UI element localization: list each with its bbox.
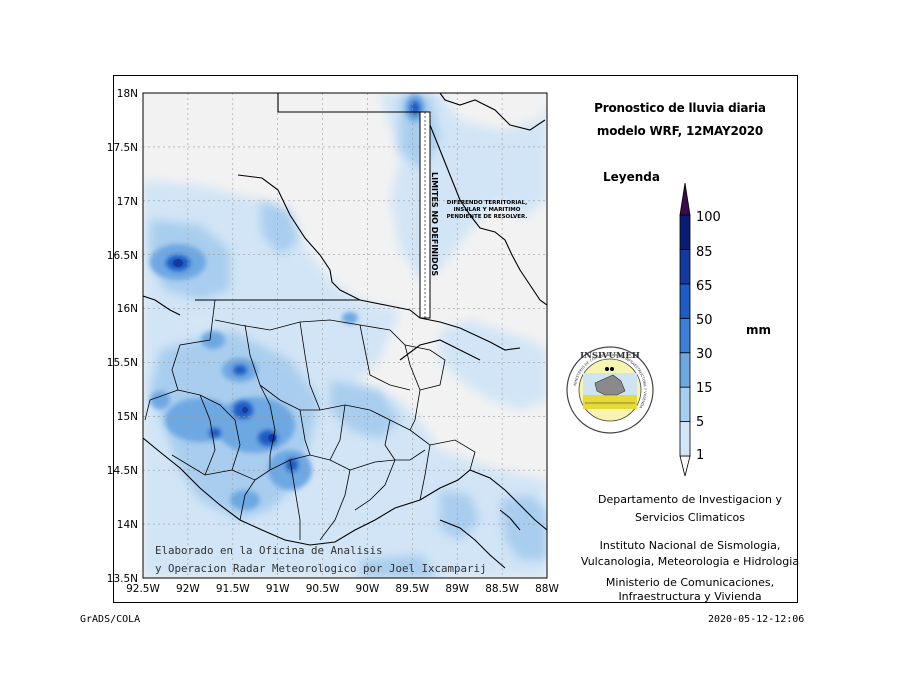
title-line-1: Pronostico de lluvia diaria bbox=[594, 101, 766, 115]
colorbar-segment bbox=[679, 317, 691, 354]
colorbar-segment bbox=[679, 214, 691, 250]
legend-level: 100 bbox=[696, 210, 721, 225]
map-grid bbox=[143, 93, 547, 578]
diferendo-label-3: PENDIENTE DE RESOLVER. bbox=[447, 214, 528, 220]
elaborado-line-2: y Operacion Radar Meteorologico por Joel… bbox=[155, 562, 487, 575]
colorbar-segment bbox=[679, 352, 691, 388]
footer-timestamp: 2020-05-12-12:06 bbox=[708, 614, 805, 625]
longitude-labels: 92.5W 92W 91.5W 91W 90.5W 90W 89.5W 89W … bbox=[126, 583, 559, 595]
lat-label: 15.5N bbox=[107, 357, 138, 369]
lon-label: 89W bbox=[445, 583, 469, 595]
lon-label: 92.5W bbox=[126, 583, 160, 595]
diferendo-label-2: INSULAR Y MARITIMO bbox=[454, 207, 521, 213]
credit-dept-1: Departamento de Investigacion y bbox=[598, 493, 782, 506]
undefined-limits-band bbox=[419, 111, 431, 319]
elaborado-line-1: Elaborado en la Oficina de Analisis bbox=[155, 544, 383, 557]
colorbar-segment bbox=[679, 421, 691, 457]
credit-dept-2: Servicios Climaticos bbox=[634, 511, 746, 524]
colorbar-segment bbox=[679, 249, 691, 285]
rain-field bbox=[143, 93, 547, 578]
lat-label: 16N bbox=[117, 303, 138, 315]
logo-name: INSIVUMEH bbox=[580, 351, 640, 361]
legend-unit: mm bbox=[746, 323, 772, 337]
lon-label: 88W bbox=[535, 583, 559, 595]
legend-level: 30 bbox=[696, 347, 713, 362]
credit-min-2: Infraestructura y Vivienda bbox=[618, 590, 762, 603]
legend-title: Leyenda bbox=[603, 170, 660, 184]
lat-label: 17N bbox=[117, 196, 138, 208]
legend-level: 50 bbox=[696, 313, 713, 328]
diferendo-label-1: DIFERENDO TERRITORIAL, bbox=[447, 200, 527, 206]
title-line-2: modelo WRF, 12MAY2020 bbox=[596, 124, 764, 138]
lon-label: 92W bbox=[176, 583, 200, 595]
lat-label: 13.5N bbox=[107, 573, 138, 585]
lon-label: 90W bbox=[356, 583, 380, 595]
legend-level: 65 bbox=[696, 279, 713, 294]
colorbar-segment bbox=[679, 283, 691, 319]
lat-label: 16.5N bbox=[107, 250, 138, 262]
colorbar-segment bbox=[679, 455, 691, 477]
legend-colorbar bbox=[679, 182, 691, 477]
limites-label: LIMITES NO DEFINIDOS bbox=[430, 172, 439, 276]
lat-label: 17.5N bbox=[107, 142, 138, 154]
legend-level: 85 bbox=[696, 245, 713, 260]
colorbar-segment bbox=[679, 386, 691, 422]
lon-label: 89.5W bbox=[395, 583, 429, 595]
legend-level: 15 bbox=[696, 381, 713, 396]
map-border bbox=[142, 92, 548, 579]
lon-label: 91.5W bbox=[216, 583, 250, 595]
credit-inst-2: Vulcanologia, Meteorologia e Hidrologia bbox=[580, 555, 800, 568]
lon-label: 90.5W bbox=[306, 583, 340, 595]
legend-level: 1 bbox=[696, 448, 705, 463]
lat-label: 18N bbox=[117, 88, 138, 100]
latitude-labels: 18N 17.5N 17N 16.5N 16N 15.5N 15N 14.5N … bbox=[107, 88, 138, 585]
lat-label: 14.5N bbox=[107, 465, 138, 477]
credit-inst-1: Instituto Nacional de Sismologia, bbox=[599, 539, 781, 552]
footer-grads: GrADS/COLA bbox=[80, 614, 141, 625]
legend-level: 5 bbox=[696, 415, 705, 430]
figure-frame bbox=[113, 75, 798, 603]
lon-label: 91W bbox=[266, 583, 290, 595]
lon-label: 88.5W bbox=[485, 583, 519, 595]
credit-min-1: Ministerio de Comunicaciones, bbox=[605, 576, 775, 589]
lat-label: 14N bbox=[117, 519, 138, 531]
colorbar-segment bbox=[679, 182, 691, 216]
insivumeh-logo: INSIVUMEH MINISTERIO DE COMUNICACIONES, … bbox=[566, 346, 654, 434]
country-borders bbox=[143, 93, 547, 569]
lat-label: 15N bbox=[117, 411, 138, 423]
department-borders bbox=[144, 299, 476, 541]
